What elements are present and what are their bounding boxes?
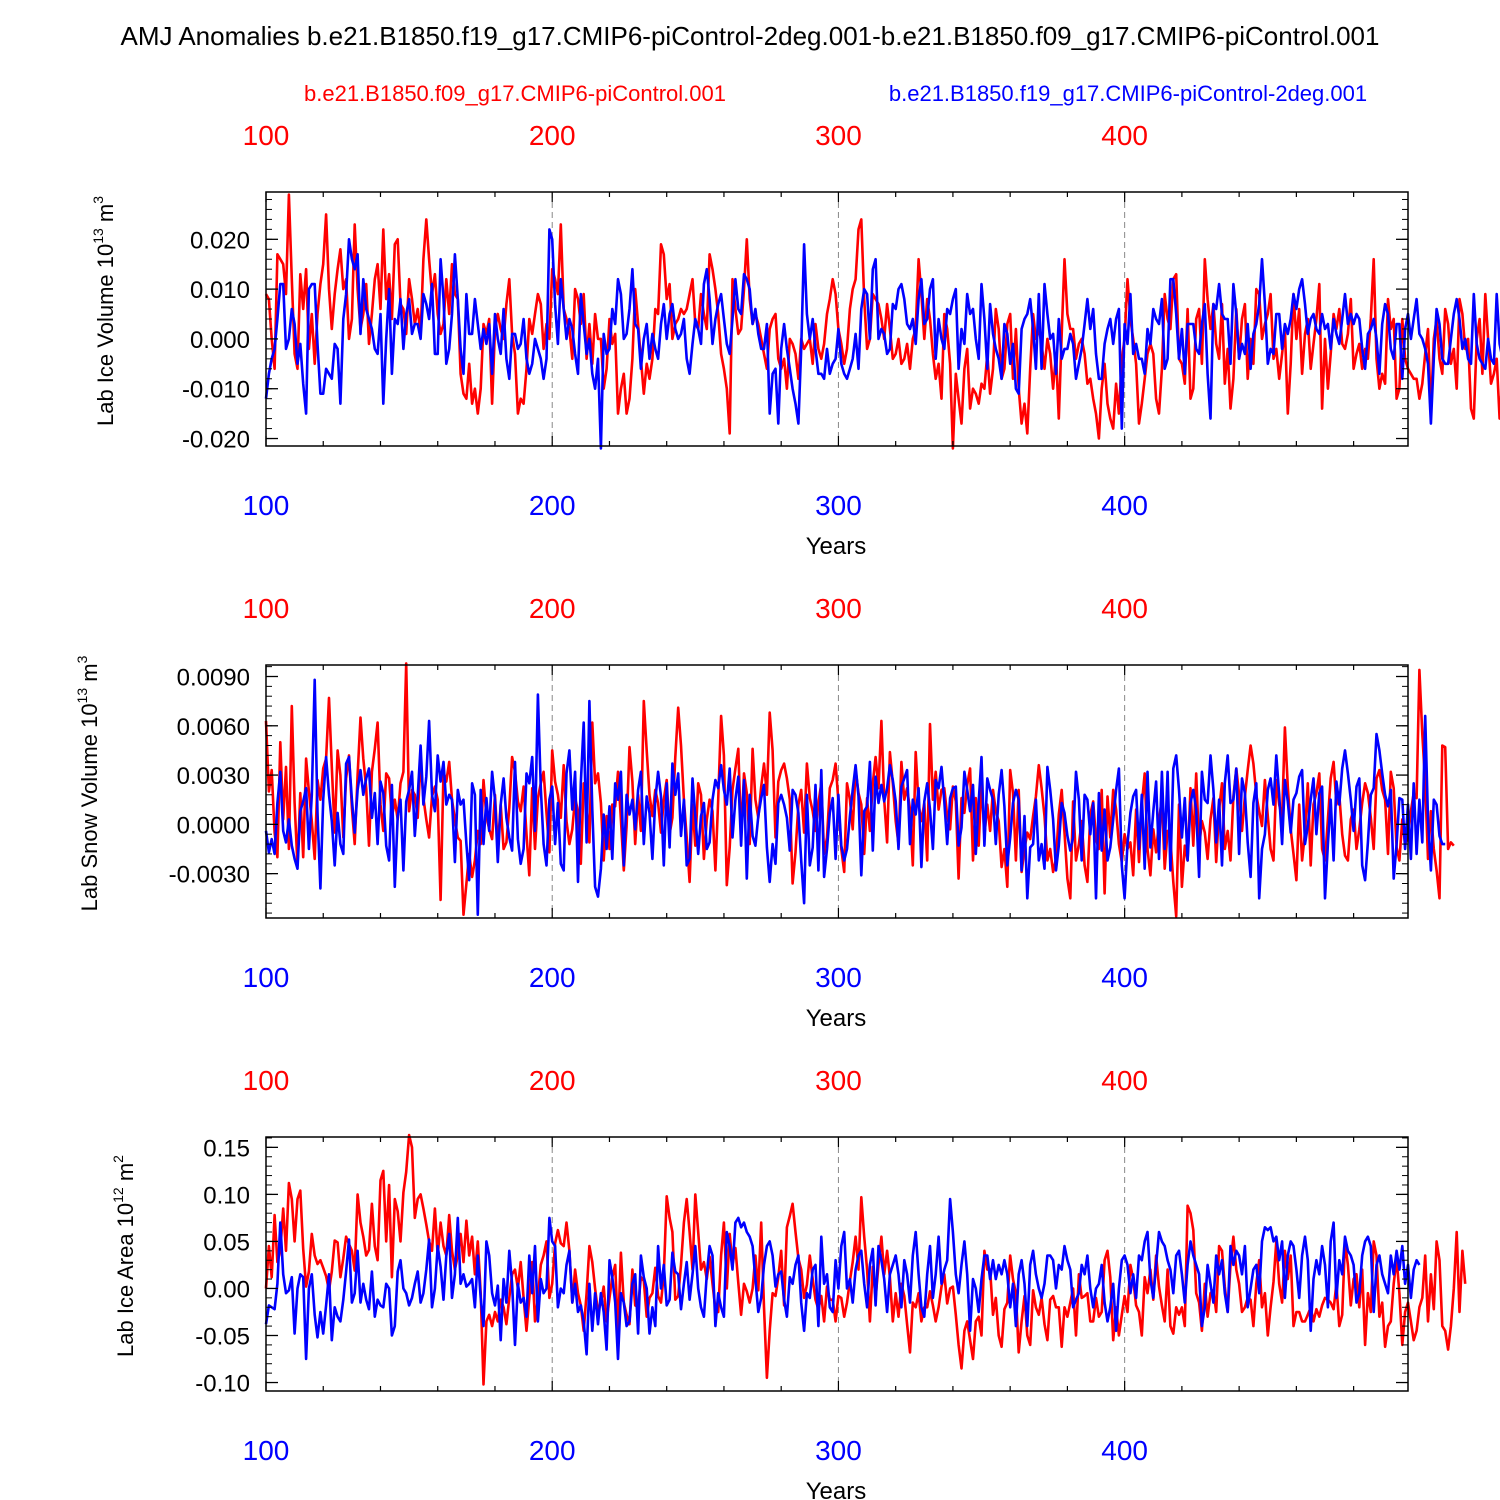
y-tick-label: 0.0060 xyxy=(177,714,250,741)
y-axis-label: Lab Ice Volume 1013 m3 xyxy=(90,196,118,426)
series-red-line xyxy=(264,1133,1467,1386)
x-axis-label: Years xyxy=(806,533,867,560)
y-tick-label: 0.15 xyxy=(203,1135,250,1162)
top-x-tick-label: 100 xyxy=(243,1065,290,1096)
y-tick-label: -0.05 xyxy=(195,1323,250,1350)
bottom-x-tick-label: 300 xyxy=(815,1435,862,1466)
panel-1: 0.020 0.010 0.000 -0.010 -0.020 100 100 200 200 3… xyxy=(90,120,1500,560)
panels: 0.020 0.010 0.000 -0.010 -0.020 100 100 200 200 3… xyxy=(74,120,1500,1500)
y-tick-label: 0.00 xyxy=(203,1276,250,1303)
bottom-x-tick-label: 100 xyxy=(243,1435,290,1466)
y-tick-label: 0.0000 xyxy=(177,812,250,839)
top-x-tick-label: 300 xyxy=(815,593,862,624)
y-tick-label: 0.010 xyxy=(190,277,250,304)
top-x-tick-label: 300 xyxy=(815,1065,862,1096)
legend-blue-label: b.e21.B1850.f19_g17.CMIP6-piControl-2deg… xyxy=(889,81,1367,106)
x-axis-label: Years xyxy=(806,1478,867,1500)
top-x-tick-label: 400 xyxy=(1101,593,1148,624)
y-tick-label: 0.0090 xyxy=(177,665,250,692)
top-x-tick-label: 200 xyxy=(529,593,576,624)
series-blue-line xyxy=(264,228,1500,450)
y-tick-label: -0.020 xyxy=(182,427,250,454)
chart-title: AMJ Anomalies b.e21.B1850.f19_g17.CMIP6-… xyxy=(121,21,1380,51)
top-x-tick-label: 100 xyxy=(243,120,290,151)
top-x-tick-label: 300 xyxy=(815,120,862,151)
y-axis-label: Lab Ice Area 1012 m2 xyxy=(110,1155,138,1357)
bottom-x-tick-label: 300 xyxy=(815,962,862,993)
y-tick-label: 0.10 xyxy=(203,1182,250,1209)
y-tick-label: 0.000 xyxy=(190,327,250,354)
top-x-tick-label: 100 xyxy=(243,593,290,624)
y-tick-label: 0.05 xyxy=(203,1229,250,1256)
bottom-x-tick-label: 400 xyxy=(1101,1435,1148,1466)
bottom-x-tick-label: 400 xyxy=(1101,962,1148,993)
panel-2: 0.0090 0.0060 0.0030 0.0000 -0.0030 100 100 200… xyxy=(74,593,1455,1032)
top-x-tick-label: 400 xyxy=(1101,120,1148,151)
top-x-tick-label: 200 xyxy=(529,1065,576,1096)
series-red-line xyxy=(264,193,1500,450)
plot-frame xyxy=(265,1136,1409,1392)
y-tick-label: 0.0030 xyxy=(177,763,250,790)
x-axis-label: Years xyxy=(806,1005,867,1032)
top-x-tick-label: 200 xyxy=(529,120,576,151)
bottom-x-tick-label: 100 xyxy=(243,490,290,521)
bottom-x-tick-label: 200 xyxy=(529,490,576,521)
y-tick-label: -0.10 xyxy=(195,1371,250,1398)
y-tick-label: -0.0030 xyxy=(169,862,250,889)
series-blue-line xyxy=(264,1197,1421,1361)
y-tick-label: -0.010 xyxy=(182,377,250,404)
series-blue-line xyxy=(264,678,1446,917)
bottom-x-tick-label: 400 xyxy=(1101,490,1148,521)
bottom-x-tick-label: 100 xyxy=(243,962,290,993)
bottom-x-tick-label: 200 xyxy=(529,1435,576,1466)
bottom-x-tick-label: 200 xyxy=(529,962,576,993)
bottom-x-tick-label: 300 xyxy=(815,490,862,521)
legend-red-label: b.e21.B1850.f09_g17.CMIP6-piControl.001 xyxy=(304,81,726,106)
panel-3: 0.15 0.10 0.05 0.00 -0.05 -0.10 100 100 200 200 30… xyxy=(110,1065,1467,1500)
y-axis-label: Lab Snow Volume 1013 m3 xyxy=(74,655,102,911)
y-tick-label: 0.020 xyxy=(190,227,250,254)
top-x-tick-label: 400 xyxy=(1101,1065,1148,1096)
plot-frame xyxy=(265,664,1409,919)
